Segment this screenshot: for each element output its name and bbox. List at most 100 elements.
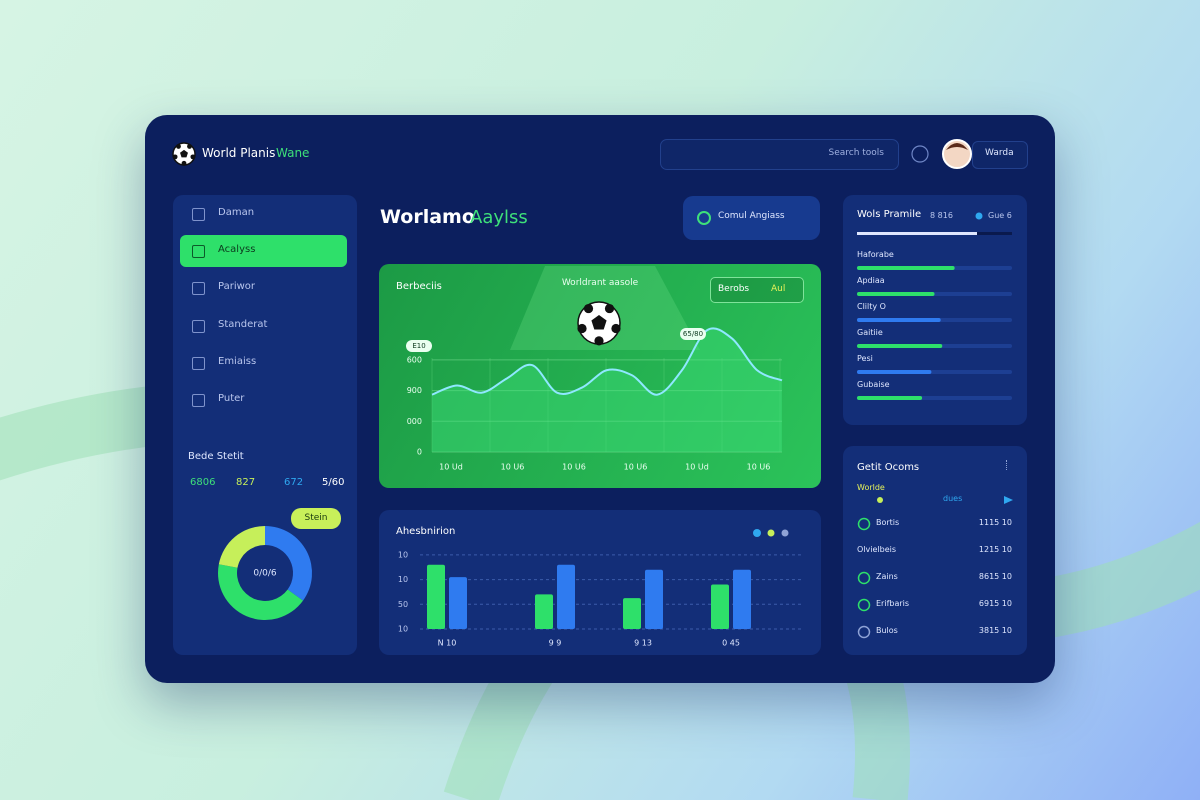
list-value: 1115 10 [978,518,1012,527]
list-label[interactable]: Bortis [876,518,900,527]
x-tick-label: 9 13 [634,639,652,648]
x-tick-label: 10 U6 [747,463,771,472]
y-tick-label: 0 [417,448,422,457]
y-tick-label: 50 [398,600,408,609]
x-tick-label: 9 9 [549,639,562,648]
divider-active [857,232,977,235]
nav-icon [192,245,205,259]
bar-title: Ahesbnirion [396,526,456,537]
button-icon [697,211,711,225]
ball-patch [190,154,196,160]
ball-patch [187,144,192,149]
progress-label: Apdiaa [857,276,885,285]
bar [535,594,553,629]
list-icon [857,625,871,639]
bar [623,598,641,629]
badge[interactable]: Stein [291,508,341,529]
donut-segment [218,564,304,620]
nav-icon [192,394,205,407]
nav-item[interactable]: Standerat [218,318,268,330]
ball-patch [611,323,621,334]
nav-icon [192,319,205,333]
page-title: Worlamo [380,206,475,228]
list-label[interactable]: Zains [876,572,898,581]
nav-item[interactable]: Daman [218,207,255,218]
x-tick-label: N 10 [438,639,457,648]
stat-value: 672 [284,477,304,488]
nav-active-bg[interactable] [180,235,347,268]
brand-accent: Wane [276,146,310,160]
area-fill [432,328,782,452]
y-tick-label: 10 [398,575,408,584]
ball-patch [583,303,594,314]
nav-item[interactable]: Acalyss [218,244,256,256]
bar [449,577,467,629]
nav-icon [192,282,205,296]
y-tick-label: 000 [407,417,422,426]
list-value: 6915 10 [978,599,1012,608]
x-tick-label: 10 Ud [439,463,463,472]
x-tick-label: 10 U6 [501,463,525,472]
bar [427,564,445,629]
list-subtitle: Worlde [857,483,885,492]
progress-bar [857,318,941,322]
button-label[interactable]: Comul Angiass [718,211,785,221]
x-tick-label: 10 U6 [624,463,648,472]
legend-dot [767,529,775,537]
area-title: Berbeciis [396,281,442,292]
ball-patch [172,154,178,160]
progress-bar [857,370,932,374]
stats-title: Bede Stetit [188,451,244,462]
donut-center-label: 0/0/6 [253,569,277,579]
avatar-hair [946,143,968,150]
ball-patch [594,336,604,346]
meta-dot [975,212,983,220]
tag: E10 [412,342,425,350]
brand: World Planis [202,146,276,160]
list-sub-right: dues [943,494,963,503]
list-label[interactable]: Bulos [876,626,898,635]
list-label[interactable]: Olvielbeis [857,545,897,554]
tag-bg [680,328,706,340]
donut-segment [218,526,265,568]
list-label[interactable]: Erifbaris [876,599,910,608]
y-tick-label: 900 [407,386,422,395]
progress-bar [857,266,955,270]
list-icon [857,571,871,585]
settings-icon [911,145,929,163]
ball-patch [604,303,615,314]
y-tick-label: 10 [398,625,408,634]
user-box[interactable] [972,141,1028,169]
search-box[interactable] [660,139,899,170]
y-tick-label: 600 [407,355,422,364]
bar [733,569,751,629]
ball-patch [591,315,607,330]
play-icon [1004,496,1013,504]
stat-value: 6806 [190,477,216,488]
sidebar [173,195,357,655]
area-center-title: Worldrant aasole [561,278,639,288]
progress-bar [857,396,923,400]
action-button[interactable] [683,196,820,240]
nav-icon [192,356,205,370]
nav-item[interactable]: Puter [218,393,245,404]
legend-dot [781,529,789,537]
nav-item[interactable]: Emiaiss [218,355,257,367]
x-tick-label: 0 45 [722,639,740,648]
ball-patch [176,144,181,149]
sub-dot [877,497,883,503]
list-icon [857,598,871,612]
tag-bg [406,340,432,352]
progress-bar [857,292,935,296]
nav-item[interactable]: Pariwor [218,281,256,293]
ball-patch [181,160,187,166]
stat-value: 5/60 [322,477,345,488]
progress-bar [857,344,943,348]
user-name[interactable]: Warda [985,148,1014,158]
ball-patch [577,323,587,334]
nav-icon [192,208,205,221]
legend-label: Berobs [718,284,750,294]
list-title: Getit Ocoms [857,462,920,473]
y-tick-label: 10 [398,550,408,559]
